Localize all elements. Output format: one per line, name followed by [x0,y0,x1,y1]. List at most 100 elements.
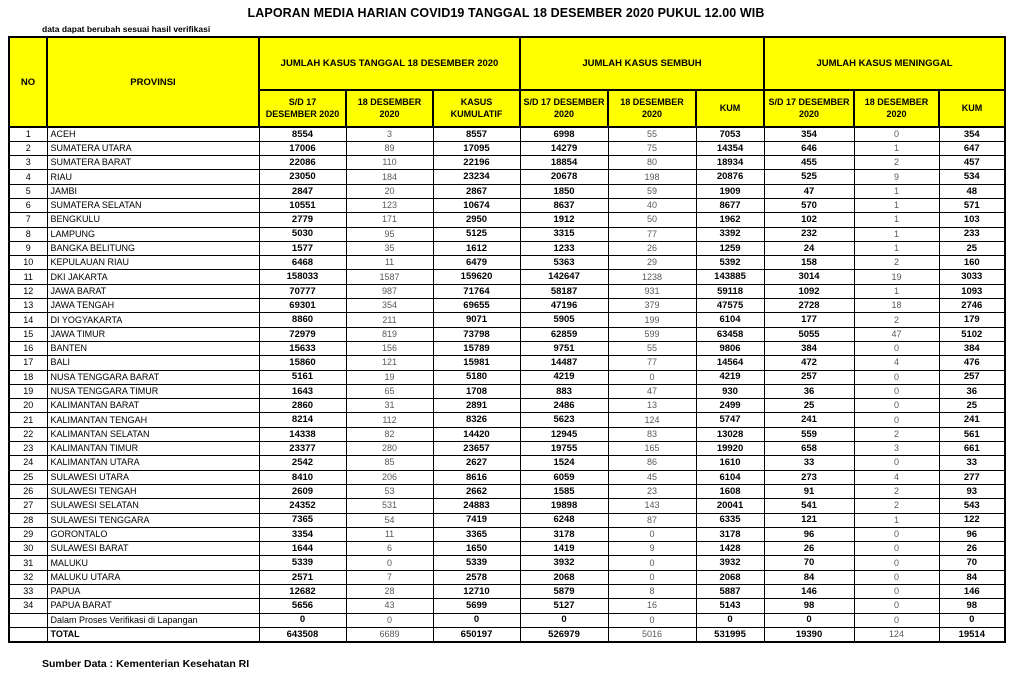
cell-provinsi: SUMATERA UTARA [46,140,260,157]
cell-no: 11 [8,269,48,285]
cell-meninggal-sd17: 91 [763,483,855,500]
header-group-meninggal: JUMLAH KASUS MENINGGAL [763,36,1007,91]
cell-meninggal-kum: 160 [938,255,1006,271]
header-group-kasus: JUMLAH KASUS TANGGAL 18 DESEMBER 2020 [257,36,522,91]
cell-meninggal-18des: 1 [853,197,940,214]
cell-meninggal-sd17: 472 [763,355,855,371]
cell-meninggal-kum: 122 [938,512,1006,528]
cell-kasus-18des: 6689 [345,626,434,643]
cell-no: 3 [8,155,48,171]
cell-provinsi: MALUKU [46,555,260,571]
cell-kasus-sd17: 1643 [258,383,347,400]
cell-meninggal-18des: 4 [853,469,940,485]
cell-sembuh-kum: 18934 [695,155,765,171]
table-row: 18 NUSA TENGGARA BARAT 5161 19 5180 4219 0 4219… [8,369,1006,385]
cell-sembuh-sd17: 2486 [519,398,609,414]
cell-provinsi: KALIMANTAN SELATAN [46,426,260,443]
cell-meninggal-kum: 70 [938,555,1006,571]
header-kasus-18des: 18 DESEMBER 2020 [345,89,434,128]
cell-sembuh-sd17: 19755 [519,441,609,457]
cell-sembuh-sd17: 142647 [519,269,609,285]
cell-kasus-sd17: 2860 [258,398,347,414]
table-row: 17 BALI 15860 121 15981 14487 77 14564 472 4 476 [8,355,1006,371]
cell-sembuh-18des: 5016 [607,626,697,643]
cell-kasus-kumulatif: 2950 [432,212,521,228]
cell-sembuh-sd17: 62859 [519,326,609,342]
cell-sembuh-18des: 29 [607,255,697,271]
cell-no: 19 [8,383,48,400]
cell-sembuh-18des: 0 [607,612,697,628]
cell-sembuh-kum: 3932 [695,555,765,571]
cell-meninggal-kum: 33 [938,455,1006,471]
cell-kasus-18des: 31 [345,398,434,414]
cell-no: 26 [8,483,48,500]
cell-sembuh-kum: 8677 [695,197,765,214]
cell-kasus-kumulatif: 2662 [432,483,521,500]
cell-sembuh-sd17: 1585 [519,483,609,500]
cell-kasus-18des: 28 [345,583,434,600]
cell-no: 18 [8,369,48,385]
cell-sembuh-sd17: 58187 [519,283,609,300]
cell-kasus-18des: 53 [345,483,434,500]
cell-no: 7 [8,212,48,228]
table-body: 1 ACEH 8554 3 8557 6998 55 7053 354 0 354 2 SUMATERA… [8,126,1006,643]
cell-provinsi: SULAWESI BARAT [46,541,260,557]
table-row: 1 ACEH 8554 3 8557 6998 55 7053 354 0 354 [8,126,1006,142]
cell-meninggal-kum: 103 [938,212,1006,228]
table-row: 16 BANTEN 15633 156 15789 9751 55 9806 384 0 384 [8,340,1006,357]
cell-sembuh-18des: 8 [607,583,697,600]
cell-kasus-kumulatif: 8616 [432,469,521,485]
cell-sembuh-18des: 75 [607,140,697,157]
cell-sembuh-18des: 55 [607,126,697,142]
cell-sembuh-kum: 2499 [695,398,765,414]
cell-meninggal-kum: 233 [938,226,1006,242]
cell-meninggal-sd17: 98 [763,598,855,614]
cell-sembuh-sd17: 526979 [519,626,609,643]
cell-meninggal-sd17: 158 [763,255,855,271]
cell-meninggal-sd17: 19390 [763,626,855,643]
header-meninggal-sd17: S/D 17 DESEMBER 2020 [763,89,856,128]
cell-sembuh-sd17: 9751 [519,340,609,357]
table-row: 26 SULAWESI TENGAH 2609 53 2662 1585 23 1608 91 2… [8,483,1006,500]
cell-kasus-18des: 11 [345,255,434,271]
cell-sembuh-18des: 55 [607,340,697,357]
cell-kasus-18des: 112 [345,412,434,428]
cell-meninggal-kum: 48 [938,183,1006,199]
cell-sembuh-sd17: 5879 [519,583,609,600]
cell-meninggal-kum: 26 [938,541,1006,557]
cell-meninggal-18des: 0 [853,455,940,471]
cell-kasus-18des: 1587 [345,269,434,285]
cell-kasus-sd17: 15633 [258,340,347,357]
cell-kasus-18des: 123 [345,197,434,214]
cell-kasus-sd17: 2609 [258,483,347,500]
cell-sembuh-sd17: 4219 [519,369,609,385]
cell-kasus-18des: 11 [345,526,434,543]
cell-kasus-kumulatif: 24883 [432,498,521,514]
cell-meninggal-18des: 2 [853,155,940,171]
cell-meninggal-18des: 0 [853,412,940,428]
cell-sembuh-sd17: 6059 [519,469,609,485]
cell-meninggal-sd17: 33 [763,455,855,471]
cell-kasus-18des: 20 [345,183,434,199]
cell-kasus-sd17: 3354 [258,526,347,543]
cell-sembuh-kum: 59118 [695,283,765,300]
cell-meninggal-kum: 0 [938,612,1006,628]
cell-sembuh-sd17: 1233 [519,240,609,257]
cell-no: 10 [8,255,48,271]
header-meninggal-18des: 18 DESEMBER 2020 [853,89,941,128]
cell-sembuh-18des: 59 [607,183,697,199]
cell-meninggal-18des: 1 [853,283,940,300]
cell-sembuh-sd17: 5623 [519,412,609,428]
cell-meninggal-sd17: 570 [763,197,855,214]
table-row: 34 PAPUA BARAT 5656 43 5699 5127 16 5143 98 0 98 [8,598,1006,614]
cell-provinsi: ACEH [46,126,260,142]
cell-kasus-kumulatif: 73798 [432,326,521,342]
cell-sembuh-18des: 83 [607,426,697,443]
cell-kasus-18des: 280 [345,441,434,457]
cell-sembuh-kum: 47575 [695,298,765,314]
cell-sembuh-sd17: 14279 [519,140,609,157]
cell-kasus-sd17: 5656 [258,598,347,614]
cell-meninggal-sd17: 1092 [763,283,855,300]
cell-kasus-sd17: 8214 [258,412,347,428]
cell-meninggal-sd17: 36 [763,383,855,400]
